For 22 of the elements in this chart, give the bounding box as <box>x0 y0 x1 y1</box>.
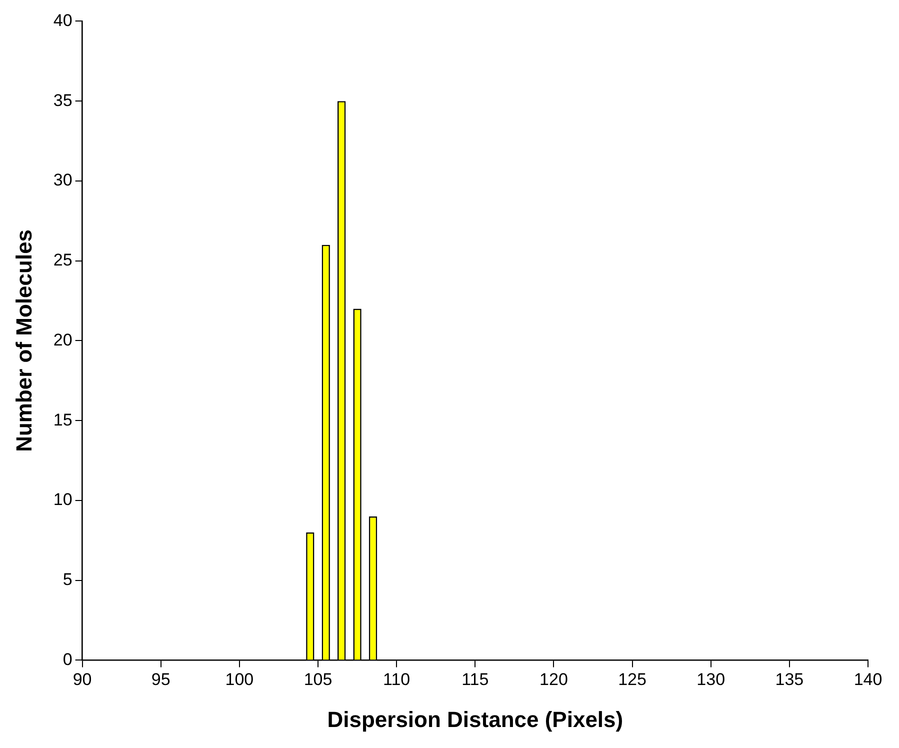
y-tick-label: 0 <box>62 650 72 669</box>
x-tick-label: 130 <box>696 670 726 690</box>
y-tick-label: 40 <box>53 10 72 30</box>
x-tick-label: 140 <box>854 670 882 690</box>
y-axis-title: Number of Molecules <box>11 229 36 452</box>
x-tick-label: 100 <box>225 670 254 690</box>
y-tick-label: 35 <box>53 90 72 110</box>
x-axis-title: Dispersion Distance (Pixels) <box>327 706 624 732</box>
x-tick-label: 105 <box>304 670 332 690</box>
x-tick-label: 120 <box>540 670 568 690</box>
y-tick-label: 10 <box>53 490 72 510</box>
x-tick-label: 90 <box>72 670 92 690</box>
y-tick-label: 30 <box>53 170 72 190</box>
y-tick-label: 20 <box>53 330 72 350</box>
x-tick-label: 110 <box>383 670 410 690</box>
x-tick-label: 125 <box>618 670 646 690</box>
y-tick-label: 5 <box>62 570 72 590</box>
x-tick-label: 115 <box>462 670 489 690</box>
x-tick-label: 95 <box>151 670 170 690</box>
y-tick-label: 15 <box>53 410 72 430</box>
y-tick-label: 25 <box>53 250 72 270</box>
x-tick-label: 135 <box>775 670 804 690</box>
